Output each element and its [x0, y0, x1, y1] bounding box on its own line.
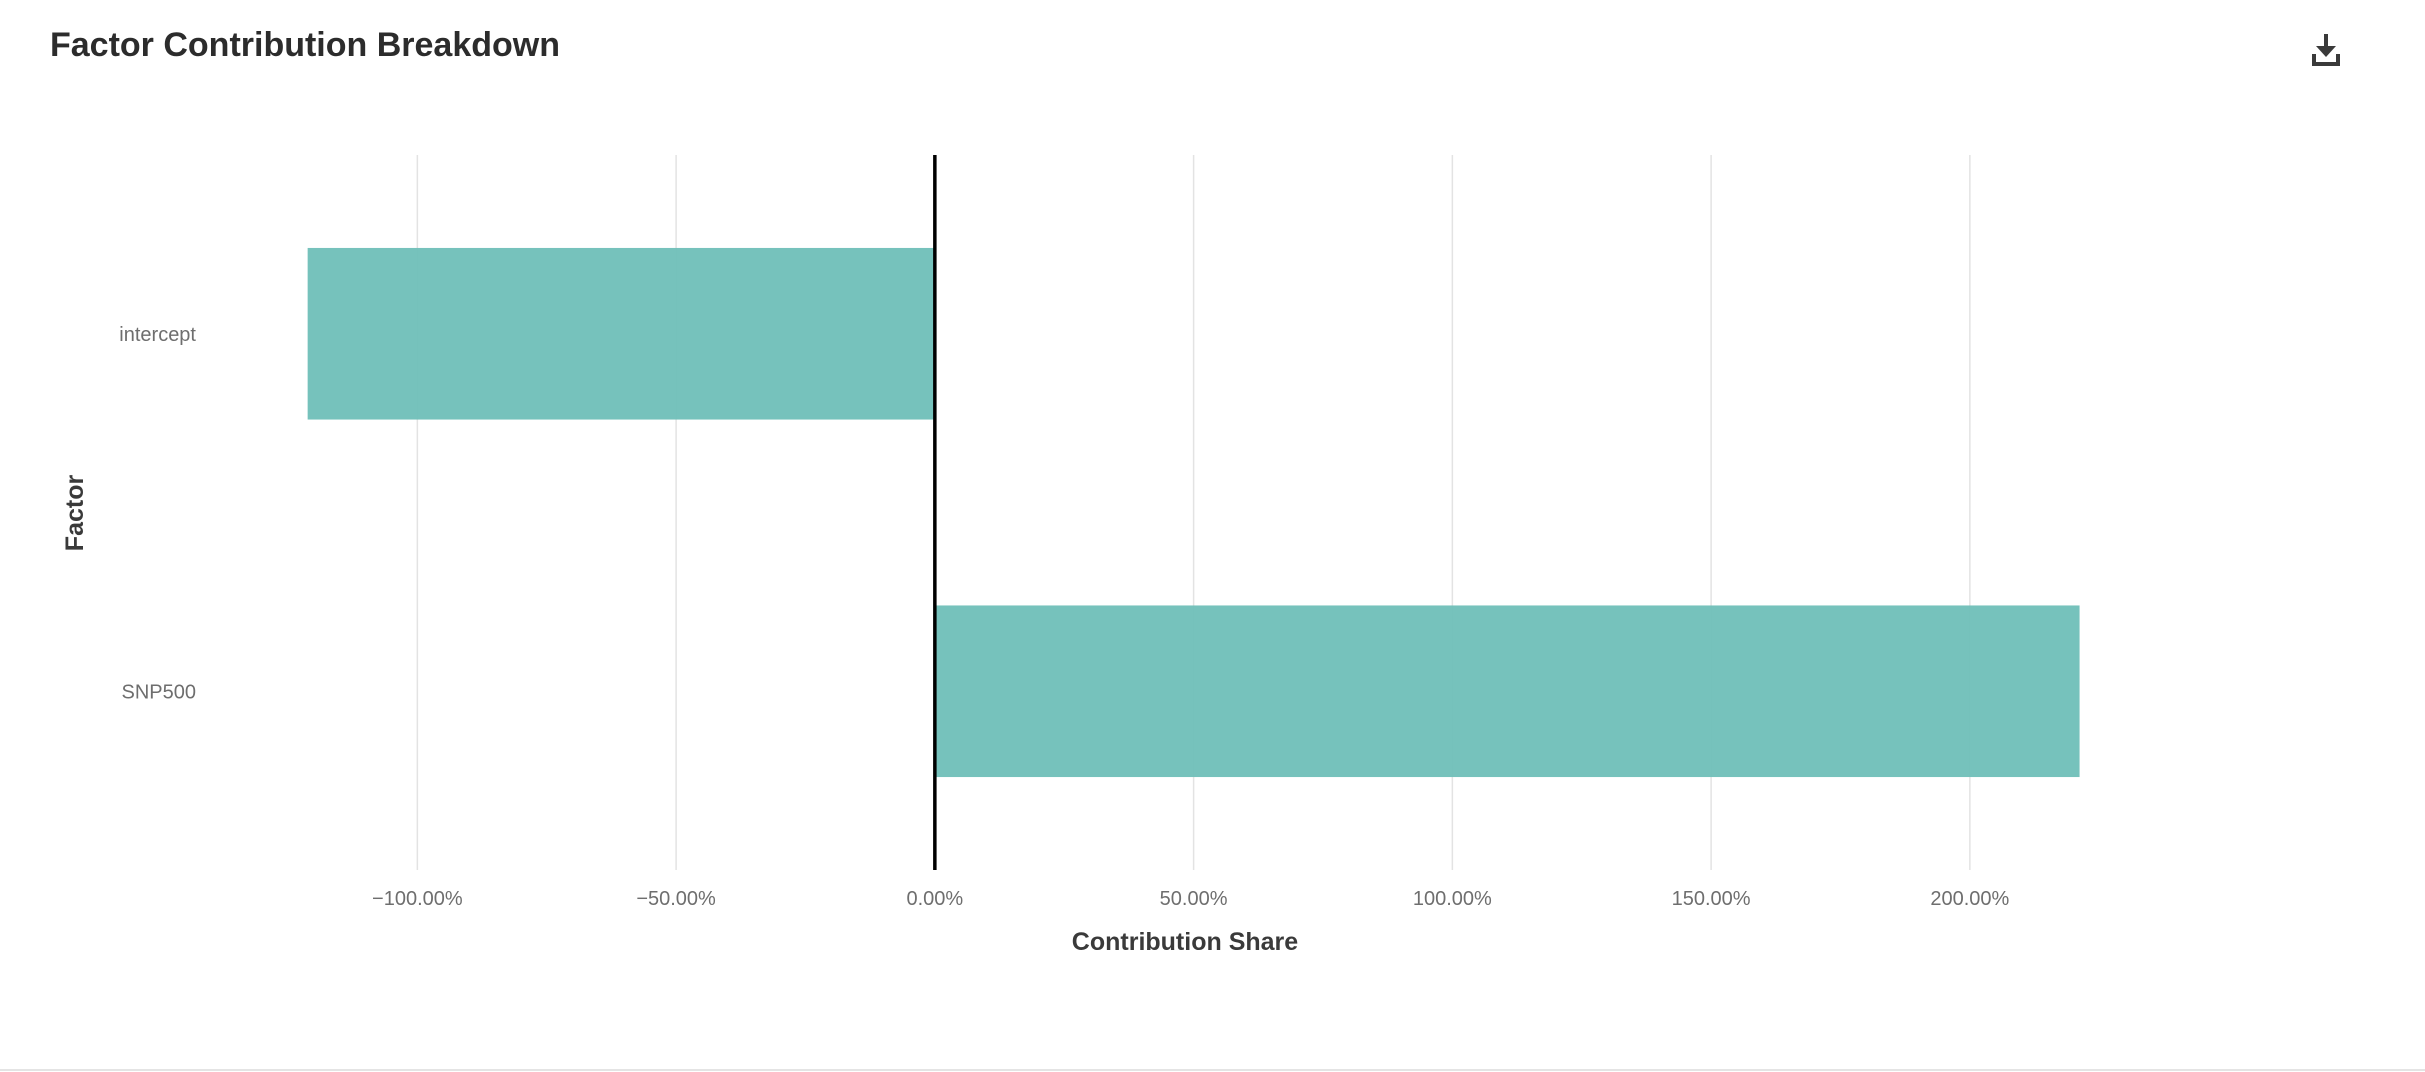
y-axis-title: Factor [61, 475, 89, 552]
bar-intercept[interactable] [307, 247, 935, 420]
x-tick-label: −100.00% [372, 888, 463, 910]
download-icon [2312, 34, 2340, 66]
y-tick-label: intercept [119, 324, 196, 346]
x-axis-title: Contribution Share [1072, 928, 1298, 956]
x-tick-label: 0.00% [906, 888, 963, 910]
y-tick-label: SNP500 [122, 681, 197, 703]
x-tick-label: 100.00% [1413, 888, 1492, 910]
chart-title: Factor Contribution Breakdown [50, 26, 560, 64]
x-tick-label: 150.00% [1672, 888, 1751, 910]
x-tick-label: 200.00% [1930, 888, 2009, 910]
x-tick-label: −50.00% [636, 888, 716, 910]
bottom-divider [0, 1069, 2425, 1071]
bars [307, 247, 2080, 778]
bar-snp500[interactable] [934, 605, 2080, 778]
y-tick-labels: intercept SNP500 [119, 324, 196, 704]
x-tick-labels: −100.00% −50.00% 0.00% 50.00% 100.00% 150.00%… [372, 888, 2010, 910]
download-button[interactable] [2300, 24, 2352, 76]
x-tick-label: 50.00% [1160, 888, 1228, 910]
